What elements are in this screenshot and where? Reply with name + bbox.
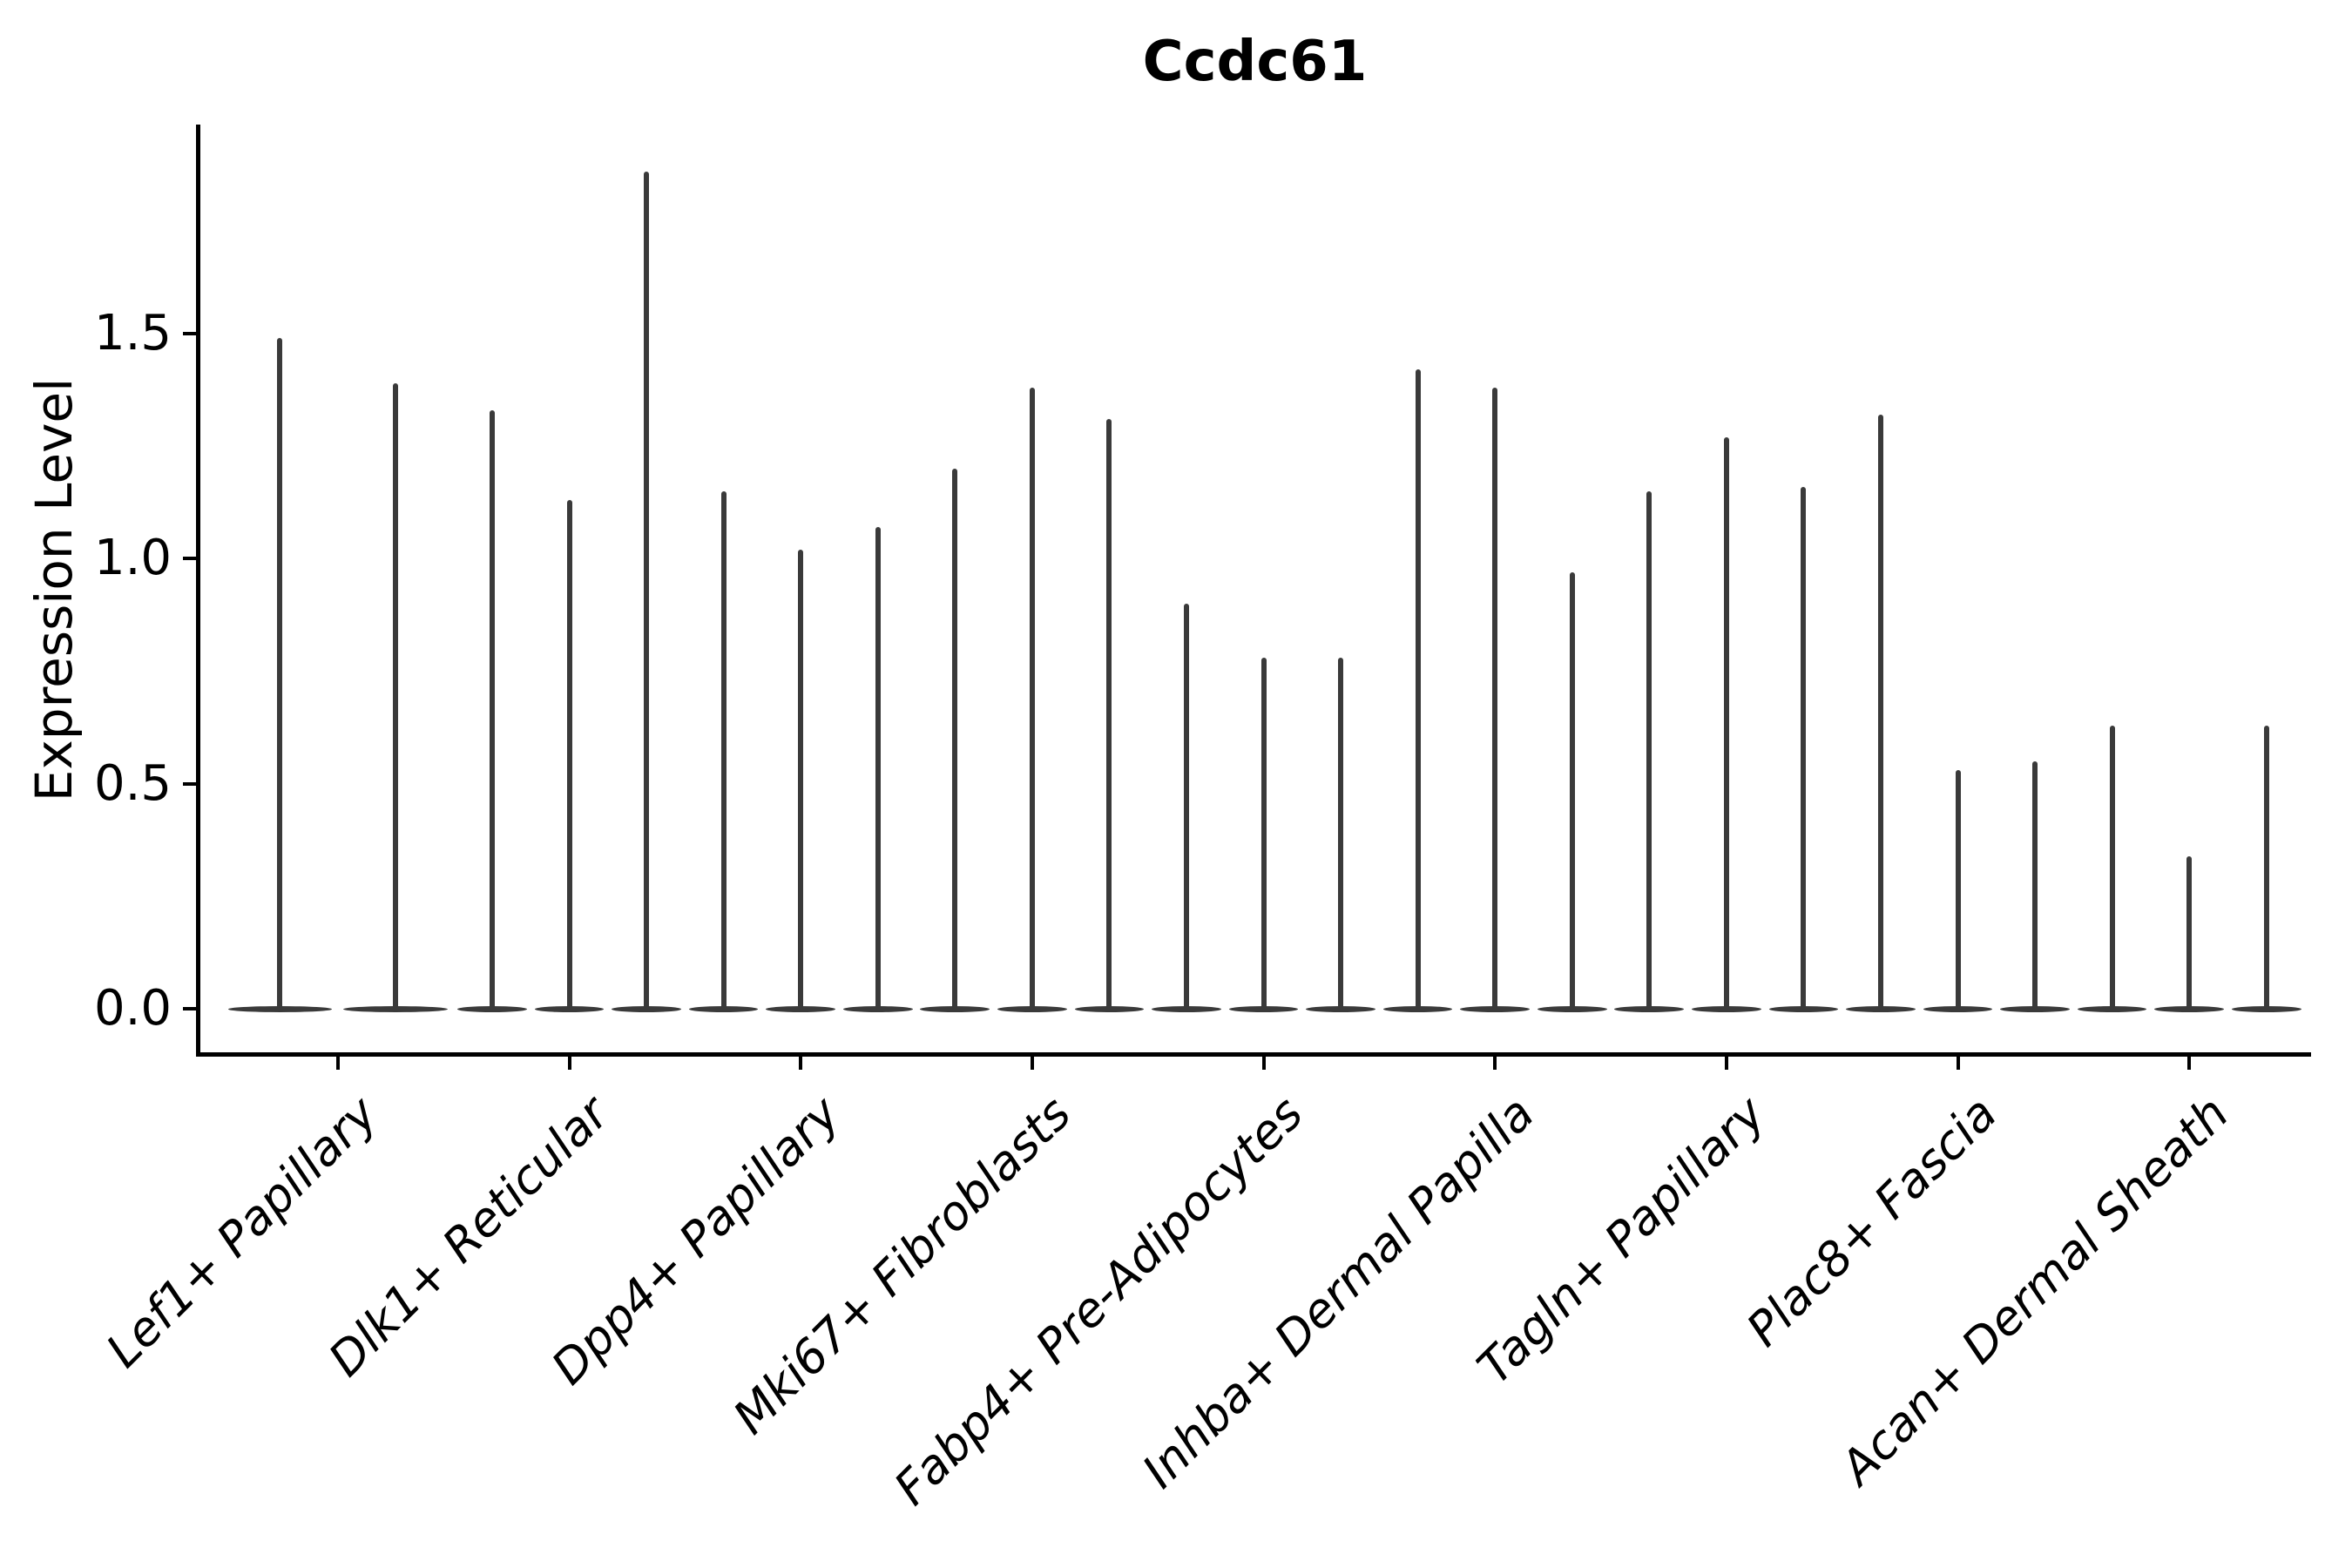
violin-spike <box>1955 770 1961 1012</box>
x-tick-mark <box>2187 1057 2192 1070</box>
chart-title: Ccdc61 <box>1142 30 1368 94</box>
x-tick-mark <box>799 1057 803 1070</box>
violin-spike <box>1260 658 1267 1012</box>
violin-spike <box>1646 490 1652 1012</box>
x-axis-spine <box>196 1052 2311 1057</box>
violin-spike <box>1029 387 1035 1012</box>
x-tick-mark <box>1030 1057 1034 1070</box>
x-tick-mark <box>1724 1057 1728 1070</box>
x-category-label: Inhba+ Dermal Papilla <box>1132 1085 1545 1499</box>
violin-spike <box>1338 658 1344 1012</box>
violin-spike <box>1801 486 1807 1012</box>
violin-spike <box>952 468 958 1012</box>
x-tick-mark <box>1493 1057 1497 1070</box>
violin-spike <box>798 549 804 1012</box>
violin-spike <box>1723 436 1729 1012</box>
y-tick-mark <box>183 781 196 786</box>
violin-spike <box>1492 387 1498 1012</box>
violin-spike <box>1877 414 1883 1012</box>
y-tick-label: 1.0 <box>93 530 172 587</box>
violin-spike <box>2263 725 2269 1012</box>
y-axis-spine <box>196 125 200 1057</box>
y-axis-title: Expression Level <box>24 377 84 802</box>
x-category-label: Fabp4+ Pre-Adipocytes <box>883 1085 1314 1516</box>
y-tick-label: 0.0 <box>93 980 172 1037</box>
violin-spike <box>1183 604 1189 1012</box>
violin-spike <box>1415 369 1421 1012</box>
x-category-label: Acan+ Dermal Sheath <box>1829 1085 2240 1496</box>
violin-spike <box>2186 855 2193 1012</box>
violin-spike <box>393 382 399 1012</box>
x-tick-mark <box>1956 1057 1960 1070</box>
violin-spike <box>2032 760 2038 1012</box>
violin-spike <box>720 490 727 1012</box>
violin-spike <box>644 171 650 1012</box>
violin-spike <box>2109 725 2115 1012</box>
violin-spike <box>1569 571 1575 1012</box>
violin-spike <box>1106 419 1112 1012</box>
x-category-label: Plac8+ Fascia <box>1736 1085 2008 1357</box>
x-tick-mark <box>567 1057 571 1070</box>
y-tick-mark <box>183 557 196 561</box>
y-tick-mark <box>183 1007 196 1011</box>
y-tick-label: 1.5 <box>93 304 172 362</box>
violin-spike <box>875 527 881 1012</box>
violin-spike <box>566 500 572 1012</box>
y-tick-mark <box>183 331 196 335</box>
x-tick-mark <box>335 1057 340 1070</box>
violin-spike <box>489 409 495 1012</box>
x-tick-mark <box>1261 1057 1266 1070</box>
y-tick-label: 0.5 <box>93 754 172 812</box>
violin-spike <box>277 337 283 1012</box>
